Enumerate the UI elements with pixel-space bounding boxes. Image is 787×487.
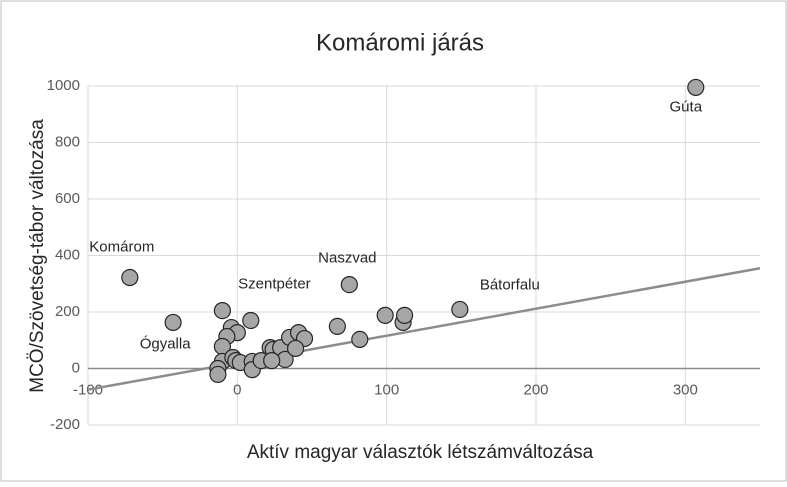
trendline (87, 266, 761, 391)
point (376, 306, 394, 324)
point-label: Bátorfalu (480, 276, 540, 293)
point-label: Naszvad (318, 250, 376, 267)
point (328, 317, 346, 336)
point-label: Gúta (670, 98, 703, 115)
x-tick-label: 100 (374, 381, 399, 398)
x-tick-label: 200 (523, 381, 548, 398)
x-tick-label: 300 (673, 381, 698, 398)
point (209, 365, 227, 384)
point (351, 330, 369, 349)
y-tick-label: 200 (55, 303, 80, 320)
point (263, 351, 281, 370)
chart-title: Komáromi járás (316, 29, 484, 56)
point (242, 311, 260, 330)
point (213, 301, 231, 320)
y-tick-label: -200 (50, 416, 80, 433)
x-tick-label: 0 (233, 381, 241, 398)
point-label: Ógyalla (140, 335, 192, 352)
point (687, 78, 705, 97)
point (121, 268, 139, 287)
y-tick-label: 600 (55, 190, 80, 207)
point-label: Komárom (89, 239, 154, 256)
point (340, 275, 358, 294)
y-tick-label: 1000 (47, 77, 80, 94)
x-axis-label: Aktív magyar választók létszámváltozása (247, 442, 594, 463)
point (451, 300, 469, 319)
point-label: Szentpéter (238, 276, 311, 293)
x-tick-label: -100 (73, 381, 103, 398)
point (164, 313, 182, 332)
y-tick-label: 400 (55, 246, 80, 263)
y-axis-label: MCÖ/Szövetség-tábor változása (27, 119, 48, 393)
y-tick-label: 800 (55, 133, 80, 150)
y-tick-label: 0 (72, 359, 80, 376)
point (286, 339, 305, 358)
point (395, 306, 414, 324)
